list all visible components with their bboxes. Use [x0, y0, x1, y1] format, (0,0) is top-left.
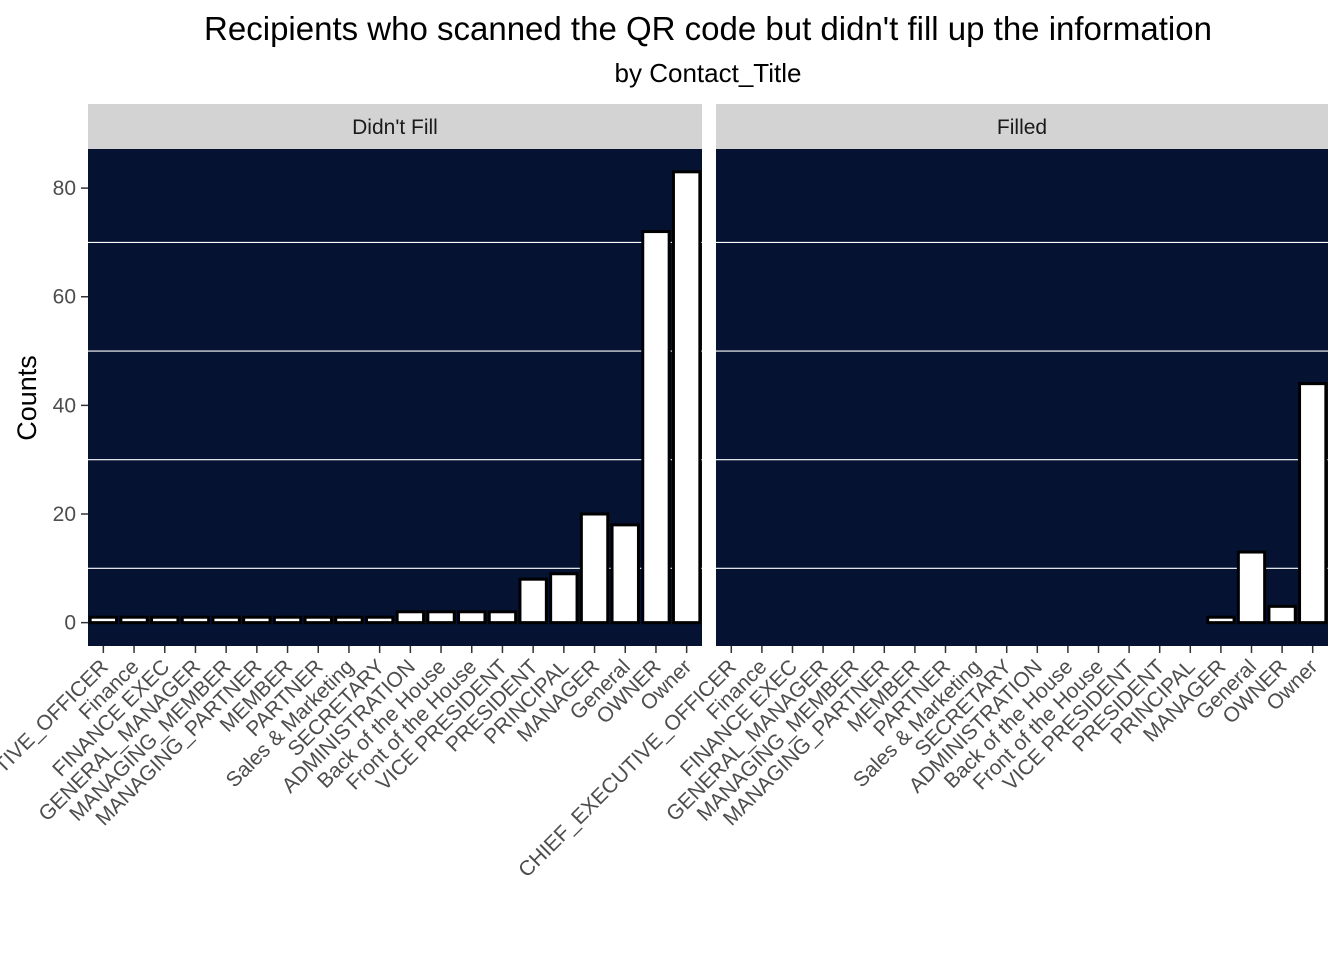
bar-owner — [1298, 382, 1328, 625]
facet-strip — [716, 104, 1328, 149]
bar-vice-president — [487, 610, 518, 625]
y-tick-label: 60 — [53, 286, 76, 309]
y-tick-label: 40 — [53, 394, 76, 417]
bar-president — [518, 577, 548, 625]
bar-front-of-the-house — [457, 610, 487, 625]
bar-finance — [119, 615, 149, 625]
y-tick-label: 80 — [53, 177, 76, 200]
panel-background — [88, 149, 702, 646]
panel-background — [716, 149, 1328, 646]
y-tick-label: 0 — [64, 612, 76, 635]
bar-managing-member — [211, 615, 241, 625]
facet-panels: Didn't FillCHIEF_EXECUTIVE_OFFICERFinanc… — [0, 104, 1328, 882]
y-tick-label: 20 — [53, 503, 76, 526]
bar-administration — [395, 610, 426, 625]
bar-finance-exec — [150, 615, 180, 625]
bar-owner — [1267, 604, 1297, 625]
bar-general — [610, 523, 640, 625]
bar-owner — [671, 170, 702, 625]
bar-owner — [641, 230, 671, 625]
bar-manager — [579, 512, 610, 625]
facet-strip — [88, 104, 702, 149]
y-axis-label: Counts — [12, 355, 42, 441]
bar-principal — [549, 572, 579, 625]
bar-member — [272, 615, 303, 625]
facet-strip-label: Filled — [997, 116, 1047, 139]
bar-chief-executive-officer — [88, 615, 119, 625]
facet-panel-0: Didn't FillCHIEF_EXECUTIVE_OFFICERFinanc… — [0, 104, 702, 882]
bar-general-manager — [180, 615, 211, 625]
bar-secretary — [364, 615, 395, 625]
bar-general — [1236, 550, 1267, 625]
facet-strip-label: Didn't Fill — [352, 116, 438, 139]
bar-sales-marketing — [334, 615, 364, 625]
bar-manager — [1206, 615, 1236, 625]
chart-subtitle: by Contact_Title — [615, 58, 802, 88]
bar-managing-partner — [242, 615, 272, 625]
bar-partner — [303, 615, 333, 625]
chart-title: Recipients who scanned the QR code but d… — [204, 10, 1212, 47]
bar-back-of-the-house — [426, 610, 456, 625]
